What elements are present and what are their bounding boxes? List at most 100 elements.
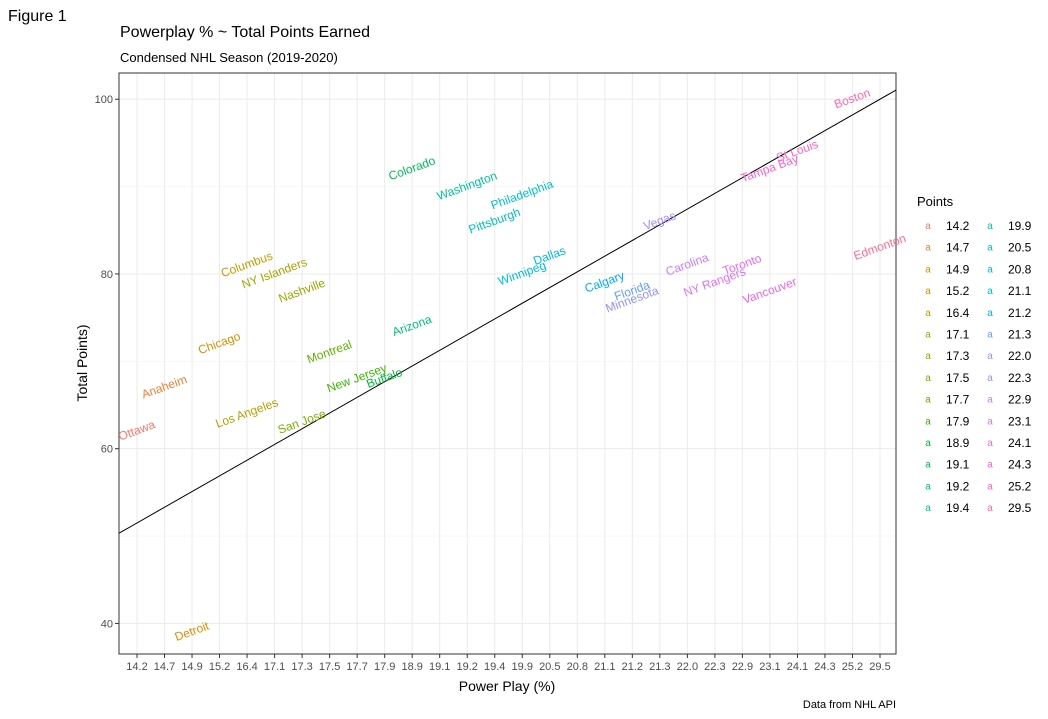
legend-key: a	[925, 438, 931, 449]
legend-key: a	[925, 243, 931, 254]
figure-label: Figure 1	[8, 8, 67, 25]
legend-key: a	[987, 460, 993, 471]
legend-label: 19.2	[946, 479, 970, 493]
legend-label: 22.3	[1008, 371, 1032, 385]
legend-key: a	[987, 481, 993, 492]
legend-label: 14.7	[946, 241, 970, 255]
legend-key: a	[925, 308, 931, 319]
legend-key: a	[987, 416, 993, 427]
legend-label: 14.2	[946, 219, 970, 233]
caption: Data from NHL API	[802, 699, 896, 711]
x-tick-label: 25.2	[842, 661, 863, 673]
legend-key: a	[987, 351, 993, 362]
legend-label: 14.9	[946, 262, 970, 276]
legend-key: a	[925, 416, 931, 427]
legend-label: 20.8	[1008, 262, 1032, 276]
x-tick-label: 22.9	[732, 661, 753, 673]
y-axis-title: Total Points)	[74, 324, 90, 401]
legend-label: 23.1	[1008, 414, 1032, 428]
legend-items: a 14.2 a 14.7 a 14.9 a 15.2 a 16.4 a 17.1 a 17.3 a 17.5…	[925, 219, 1031, 515]
x-tick-label: 22.3	[704, 661, 725, 673]
y-tick-label: 80	[101, 269, 113, 281]
legend-key: a	[987, 503, 993, 514]
x-tick-label: 18.9	[401, 661, 422, 673]
x-tick-label: 17.3	[291, 661, 312, 673]
x-tick-label: 19.2	[457, 661, 478, 673]
x-tick-label: 14.2	[126, 661, 147, 673]
x-axis-ticks: 14.2 14.7 14.9 15.2 16.4 17.1 17.3 17.5 17.7 17.9…	[126, 654, 891, 673]
x-axis-title: Power Play (%)	[459, 678, 555, 694]
legend-key: a	[987, 330, 993, 341]
x-tick-label: 17.1	[264, 661, 285, 673]
legend-key: a	[987, 286, 993, 297]
x-tick-label: 29.5	[869, 661, 890, 673]
legend-label: 22.0	[1008, 349, 1032, 363]
legend-key: a	[987, 221, 993, 232]
x-tick-label: 16.4	[236, 661, 257, 673]
x-tick-label: 21.2	[622, 661, 643, 673]
plot-panel-border	[118, 72, 897, 655]
legend-label: 17.1	[946, 328, 970, 342]
legend-label: 21.2	[1008, 306, 1032, 320]
legend-key: a	[987, 373, 993, 384]
legend-key: a	[925, 286, 931, 297]
y-tick-label: 40	[101, 618, 113, 630]
x-tick-label: 15.2	[209, 661, 230, 673]
x-tick-label: 24.3	[814, 661, 835, 673]
legend-label: 21.1	[1008, 284, 1032, 298]
legend-label: 15.2	[946, 284, 970, 298]
x-tick-label: 21.3	[649, 661, 670, 673]
x-tick-label: 14.7	[154, 661, 175, 673]
legend-label: 17.5	[946, 371, 970, 385]
legend-key: a	[925, 460, 931, 471]
x-tick-label: 21.1	[594, 661, 615, 673]
legend-key: a	[987, 264, 993, 275]
legend-title: Points	[917, 194, 954, 209]
legend-label: 20.5	[1008, 241, 1032, 255]
legend-label: 18.9	[946, 436, 970, 450]
legend-label: 19.9	[1008, 219, 1032, 233]
x-tick-label: 23.1	[759, 661, 780, 673]
legend-key: a	[925, 330, 931, 341]
legend-key: a	[925, 221, 931, 232]
x-tick-label: 14.9	[181, 661, 202, 673]
legend-label: 17.7	[946, 393, 970, 407]
legend-label: 17.9	[946, 414, 970, 428]
legend-label: 22.9	[1008, 393, 1032, 407]
legend-label: 17.3	[946, 349, 970, 363]
x-tick-label: 17.7	[346, 661, 367, 673]
x-tick-label: 24.1	[787, 661, 808, 673]
legend-label: 24.3	[1008, 458, 1032, 472]
legend-label: 24.1	[1008, 436, 1032, 450]
y-axis-ticks: 40 60 80 100	[95, 94, 119, 630]
chart-subtitle: Condensed NHL Season (2019-2020)	[120, 50, 338, 65]
legend-key: a	[925, 503, 931, 514]
legend-key: a	[925, 481, 931, 492]
legend-label: 29.5	[1008, 501, 1032, 515]
x-tick-label: 19.1	[429, 661, 450, 673]
y-tick-label: 100	[95, 94, 113, 106]
x-tick-label: 20.5	[539, 661, 560, 673]
y-tick-label: 60	[101, 444, 113, 456]
legend-key: a	[987, 438, 993, 449]
legend-key: a	[987, 308, 993, 319]
legend-label: 19.1	[946, 458, 970, 472]
chart-title: Powerplay % ~ Total Points Earned	[120, 24, 371, 41]
legend-label: 16.4	[946, 306, 970, 320]
x-tick-label: 19.9	[512, 661, 533, 673]
legend-label: 19.4	[946, 501, 970, 515]
x-tick-label: 17.9	[374, 661, 395, 673]
legend: Points a 14.2 a 14.7 a 14.9 a 15.2 a 16.4 a 17.1 a 17…	[917, 194, 1032, 515]
grid-lines	[119, 73, 896, 654]
legend-label: 25.2	[1008, 479, 1032, 493]
legend-key: a	[925, 264, 931, 275]
x-tick-label: 19.4	[484, 661, 505, 673]
legend-key: a	[925, 351, 931, 362]
legend-label: 21.3	[1008, 328, 1032, 342]
legend-key: a	[925, 373, 931, 384]
x-tick-label: 17.5	[319, 661, 340, 673]
x-tick-label: 22.0	[677, 661, 698, 673]
legend-key: a	[987, 395, 993, 406]
